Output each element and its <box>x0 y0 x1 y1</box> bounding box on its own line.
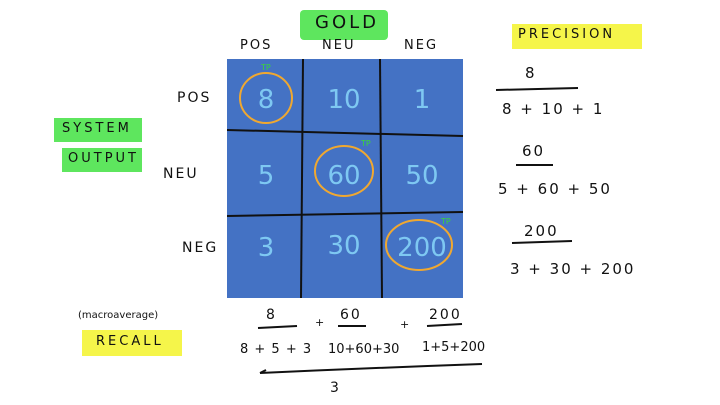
tp-label: TP <box>441 217 451 226</box>
precision-denominator: 3 + 30 + 200 <box>510 260 636 278</box>
tp-label: TP <box>361 139 371 148</box>
recall-numerator: 8 <box>266 307 277 323</box>
precision-denominator: 8 + 10 + 1 <box>502 100 605 118</box>
matrix-cell: 5 <box>257 161 275 191</box>
system-label: SYSTEM <box>62 121 132 136</box>
recall-sum-bar <box>259 363 483 374</box>
precision-label: PRECISION <box>518 27 616 42</box>
column-header-neg: NEG <box>404 38 439 53</box>
recall-highlight <box>82 330 182 356</box>
row-header-neg: NEG <box>182 240 219 256</box>
precision-denominator: 5 + 60 + 50 <box>498 180 612 198</box>
recall-sum-bar-hook <box>259 369 267 374</box>
matrix-cell: 8 <box>257 85 275 115</box>
confusion-matrix: 8 10 1 5 60 50 3 30 200 TP TP TP <box>227 59 463 298</box>
output-highlight <box>62 148 142 172</box>
precision-numerator: 200 <box>524 222 559 240</box>
matrix-cell: 30 <box>327 231 361 261</box>
row-header-neu: NEU <box>163 166 199 182</box>
recall-plus: + <box>400 318 412 331</box>
matrix-cell: 10 <box>327 85 361 115</box>
matrix-cell: 60 <box>327 161 361 191</box>
precision-numerator: 60 <box>522 142 546 160</box>
precision-numerator: 8 <box>525 64 537 82</box>
precision-highlight <box>512 24 642 49</box>
output-label: OUTPUT <box>68 151 139 166</box>
recall-numerator: 200 <box>429 307 462 323</box>
gold-label: GOLD <box>315 12 380 33</box>
recall-denominator: 10+60+30 <box>328 342 400 357</box>
recall-fraction-bar <box>257 325 298 329</box>
precision-fraction-bar <box>511 240 573 244</box>
matrix-cell: 3 <box>257 233 275 263</box>
recall-divisor: 3 <box>330 380 341 396</box>
tp-label: TP <box>261 63 271 72</box>
recall-plus: + <box>315 316 327 329</box>
column-header-pos: POS <box>240 38 273 53</box>
row-header-pos: POS <box>177 90 212 106</box>
recall-denominator: 1+5+200 <box>422 340 486 355</box>
precision-fraction-bar <box>495 87 579 91</box>
column-header-neu: NEU <box>322 38 356 53</box>
matrix-cell: 1 <box>413 85 431 115</box>
recall-numerator: 60 <box>340 307 362 323</box>
gold-highlight <box>300 10 388 40</box>
recall-label: RECALL <box>96 334 164 349</box>
matrix-cell: 50 <box>405 161 439 191</box>
recall-fraction-bar <box>426 323 463 327</box>
macroaverage-note: (macroaverage) <box>78 310 159 321</box>
system-highlight <box>54 118 142 142</box>
recall-denominator: 8 + 5 + 3 <box>240 342 313 357</box>
